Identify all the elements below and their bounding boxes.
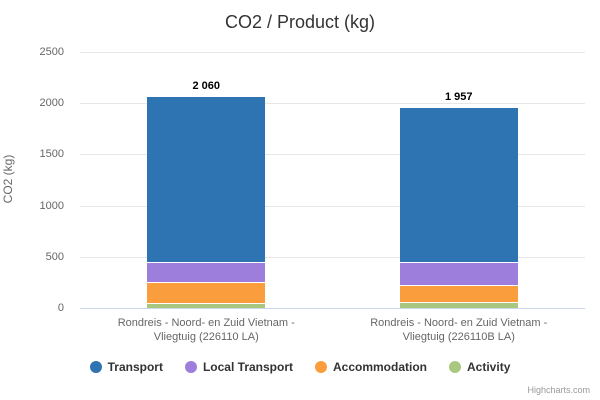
legend-item-label: Transport <box>107 360 163 374</box>
y-axis-tick-label: 2500 <box>39 46 64 58</box>
y-gridline <box>80 103 585 105</box>
bar-segment-accommodation[interactable] <box>147 282 266 303</box>
bar-segment-activity[interactable] <box>147 302 266 308</box>
legend-item-label: Activity <box>467 360 511 374</box>
legend-marker-icon <box>315 361 327 373</box>
highcharts-credit-link[interactable]: Highcharts.com <box>527 385 590 395</box>
y-gridline <box>80 205 585 207</box>
legend-marker-icon <box>184 361 197 373</box>
legend: Transport Local Transport Accommodation Act… <box>0 360 600 374</box>
x-axis-category-label: Rondreis - Noord- en Zuid Vietnam - Vlie… <box>370 317 548 343</box>
chart-title: CO2 / Product (kg) <box>224 12 376 32</box>
legend-item-label: Accommodation <box>333 360 428 374</box>
bar-segment-local-transport[interactable] <box>399 262 518 285</box>
legend-item-transport[interactable]: Transport <box>89 360 163 374</box>
legend-marker-icon <box>89 361 102 373</box>
legend-marker-icon <box>449 361 462 373</box>
y-gridline <box>80 256 585 258</box>
bar-segment-accommodation[interactable] <box>399 285 518 303</box>
legend-item-activity[interactable]: Activity <box>449 360 510 374</box>
x-axis-category-label: Rondreis - Noord- en Zuid Vietnam - Vlie… <box>117 317 295 343</box>
y-axis-tick-label: 500 <box>45 250 64 263</box>
y-gridline <box>80 154 585 156</box>
bar-segment-local-transport[interactable] <box>147 261 266 283</box>
legend-item-label: Local Transport <box>202 360 293 374</box>
stack-total-label: 2 060 <box>192 80 221 93</box>
legend-item-accommodation[interactable]: Accommodation <box>315 360 427 374</box>
legend-item-local-transport[interactable]: Local Transport <box>184 360 293 374</box>
y-axis-tick-label: 1500 <box>39 148 64 161</box>
y-axis-tick-label: 1000 <box>39 199 64 212</box>
y-axis-tick-label: 0 <box>57 302 64 314</box>
bar-segment-transport[interactable] <box>399 107 518 263</box>
y-axis-title: CO2 (kg) <box>1 154 15 204</box>
y-axis-tick-label: 2000 <box>39 97 64 110</box>
y-gridline <box>80 52 585 53</box>
stack-total-label: 1 957 <box>444 90 473 103</box>
x-axis-line <box>80 308 585 309</box>
bar-segment-transport[interactable] <box>147 97 266 262</box>
bar-segment-activity[interactable] <box>399 302 518 308</box>
